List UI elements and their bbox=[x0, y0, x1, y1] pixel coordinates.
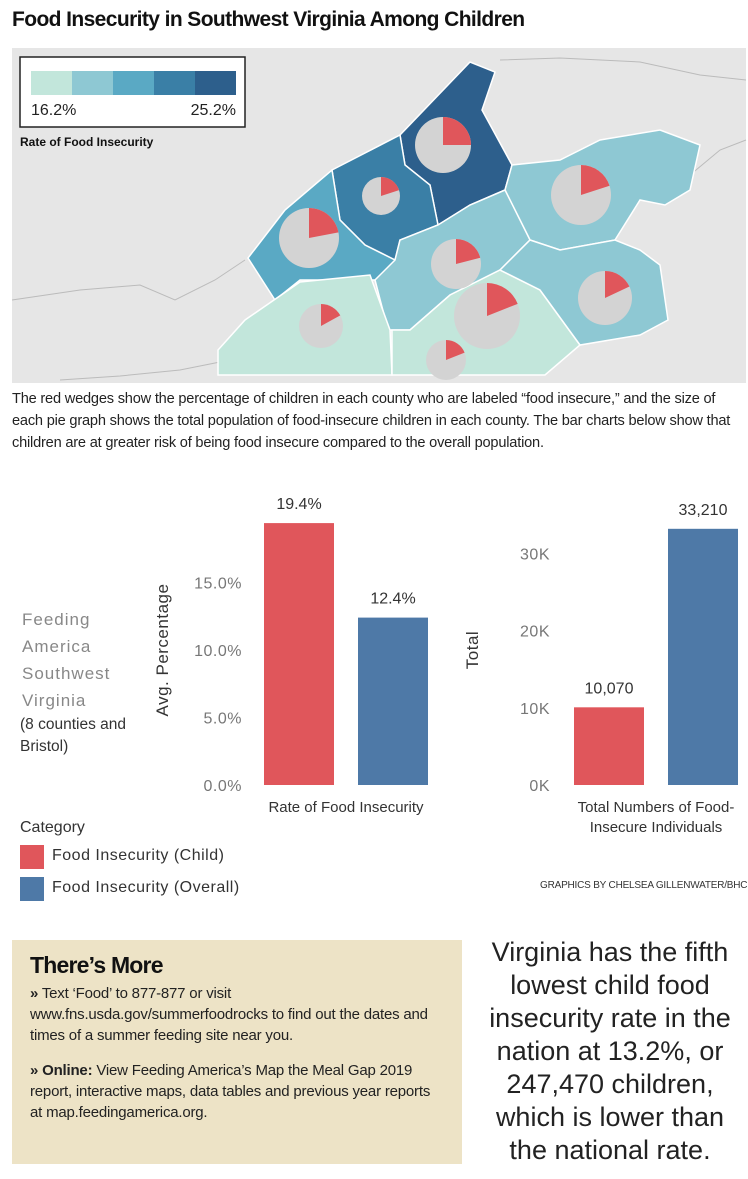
y-axis-label: Total bbox=[463, 631, 482, 669]
item-text: Text ‘Food’ to 877-877 or visit www.fns.… bbox=[30, 985, 428, 1044]
pie-wedge bbox=[605, 271, 630, 298]
sidebar-item: » Online: View Feeding America’s Map the… bbox=[30, 1060, 444, 1123]
x-category-label: Total Numbers of Food-Insecure Individua… bbox=[577, 799, 735, 836]
map-road bbox=[59, 359, 231, 381]
y-tick-label: 30K bbox=[520, 547, 550, 564]
y-tick-label: 10K bbox=[520, 701, 550, 718]
legend-caption: Rate of Food Insecurity bbox=[20, 135, 154, 149]
side-note: (8 counties and Bristol) bbox=[20, 716, 126, 755]
map-road bbox=[689, 139, 747, 176]
item-lead: » bbox=[30, 985, 39, 1002]
legend-max: 25.2% bbox=[191, 102, 236, 119]
pull-quote: Virginia has the fifth lowest child food… bbox=[489, 937, 731, 1165]
value-label: 10,070 bbox=[585, 680, 634, 697]
legend-swatch bbox=[195, 71, 236, 95]
legend-min: 16.2% bbox=[31, 102, 76, 119]
y-tick-label: 10.0% bbox=[194, 643, 242, 660]
value-label: 19.4% bbox=[276, 496, 321, 513]
sidebar-item: » Text ‘Food’ to 877-877 or visit www.fn… bbox=[30, 983, 444, 1046]
item-lead: » Online: bbox=[30, 1062, 93, 1079]
side-label: Feeding America Southwest Virginia bbox=[22, 610, 111, 710]
sidebar-title: There’s More bbox=[30, 952, 164, 978]
legend-swatch bbox=[72, 71, 113, 95]
title: Food Insecurity in Southwest Virginia Am… bbox=[12, 8, 525, 31]
pie-wedge bbox=[456, 239, 481, 264]
pie-wedge bbox=[581, 165, 610, 195]
y-axis-label: Avg. Percentage bbox=[153, 584, 172, 717]
legend-label: Food Insecurity (Child) bbox=[52, 847, 225, 864]
caption: The red wedges show the percentage of ch… bbox=[12, 391, 731, 451]
bar bbox=[668, 528, 738, 785]
x-category-label: Rate of Food Insecurity bbox=[268, 799, 424, 816]
legend-title: Category bbox=[20, 819, 85, 836]
bar bbox=[574, 707, 644, 785]
bar bbox=[358, 617, 428, 785]
y-tick-label: 0.0% bbox=[204, 778, 242, 795]
y-tick-label: 5.0% bbox=[204, 711, 242, 728]
value-label: 12.4% bbox=[370, 591, 415, 608]
y-tick-label: 20K bbox=[520, 624, 550, 641]
legend-label: Food Insecurity (Overall) bbox=[52, 879, 240, 896]
y-tick-label: 15.0% bbox=[194, 576, 242, 593]
item-text: View Feeding America’s Map the Meal Gap … bbox=[30, 1062, 431, 1121]
pie-wedge bbox=[321, 304, 341, 326]
y-tick-label: 0K bbox=[529, 778, 550, 795]
value-label: 33,210 bbox=[679, 502, 728, 519]
pie-wedge bbox=[309, 208, 339, 238]
legend-swatch bbox=[113, 71, 154, 95]
pie-wedge bbox=[446, 340, 465, 360]
pie-wedge bbox=[381, 177, 400, 196]
pie-wedge bbox=[443, 117, 471, 145]
credit: GRAPHICS BY CHELSEA GILLENWATER/BHC bbox=[540, 880, 748, 891]
legend-swatch bbox=[31, 71, 72, 95]
bar bbox=[264, 523, 334, 785]
map-road bbox=[11, 259, 246, 301]
legend-swatch bbox=[154, 71, 195, 95]
legend-swatch bbox=[20, 845, 44, 869]
sidebar: There’s More » Text ‘Food’ to 877-877 or… bbox=[12, 940, 462, 1164]
map-road bbox=[499, 57, 747, 81]
pie-wedge bbox=[487, 283, 518, 316]
legend-swatch bbox=[20, 877, 44, 901]
